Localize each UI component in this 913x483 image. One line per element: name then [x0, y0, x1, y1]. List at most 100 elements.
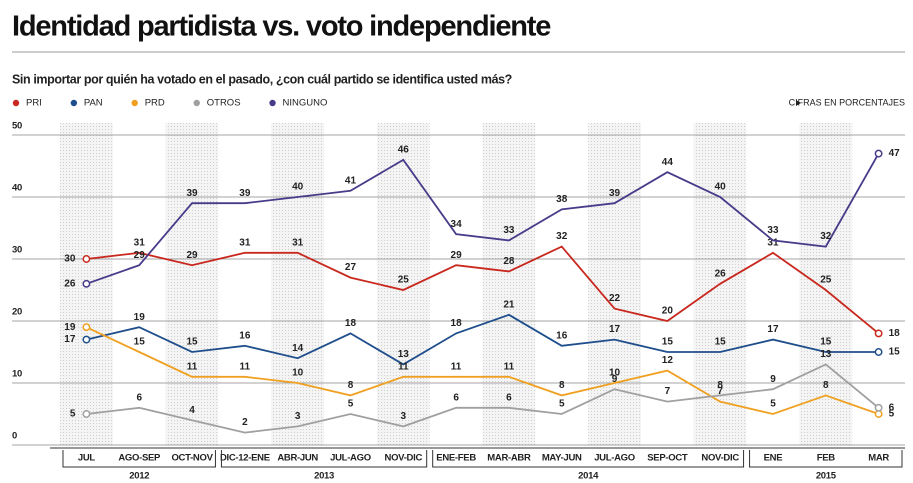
data-label: 25	[820, 275, 832, 286]
data-label: 5	[889, 409, 895, 420]
data-label: 8	[823, 380, 829, 391]
data-label: 9	[612, 374, 618, 385]
end-point	[874, 329, 883, 338]
legend-label: NINGUNO	[283, 98, 328, 109]
legend-swatch	[193, 99, 200, 107]
legend-swatch	[12, 99, 20, 107]
year-label: 2013	[314, 471, 334, 482]
year-bracket	[220, 450, 428, 468]
x-tick-label: AGO-SEP	[118, 453, 161, 464]
end-point	[874, 348, 883, 356]
y-tick-label: 0	[12, 431, 17, 442]
y-tick-label: 30	[12, 245, 22, 256]
data-label: 11	[504, 361, 515, 372]
data-label: 33	[767, 225, 779, 236]
x-tick-label: NOV-DIC	[385, 453, 423, 464]
year-label: 2015	[816, 471, 837, 482]
data-label: 33	[503, 225, 515, 236]
y-tick-label: 50	[12, 121, 22, 132]
year-label: 2012	[129, 471, 149, 482]
legend-swatch	[131, 99, 138, 107]
data-label: 5	[559, 399, 565, 410]
data-label: 8	[559, 380, 565, 391]
data-label: 17	[64, 334, 76, 345]
note: CIFRAS EN PORCENTAJES	[789, 97, 905, 107]
x-tick-label: DIC-12-ENE	[220, 453, 270, 464]
data-label: 39	[239, 188, 251, 199]
series-line	[86, 363, 880, 434]
data-label: 26	[64, 278, 76, 289]
data-label: 4	[189, 405, 195, 416]
data-label: 29	[134, 250, 146, 261]
data-label: 7	[717, 386, 723, 397]
data-label: 6	[453, 392, 459, 403]
column-band	[376, 123, 430, 445]
end-point	[874, 149, 883, 158]
x-tick-label: ABR-JUN	[277, 453, 318, 464]
legend-swatch	[269, 99, 276, 107]
y-tick-label: 10	[12, 369, 22, 380]
data-label: 5	[348, 399, 354, 410]
x-tick-label: ENE	[764, 453, 783, 464]
data-label: 18	[345, 318, 357, 329]
data-label: 32	[820, 231, 832, 242]
data-label: 17	[609, 324, 621, 335]
data-label: 27	[345, 262, 357, 273]
column-band	[165, 123, 219, 445]
data-label: 15	[186, 337, 198, 348]
x-tick-label: JUL	[78, 453, 96, 464]
data-label: 12	[662, 355, 674, 366]
data-label: 46	[398, 144, 410, 155]
data-label: 31	[134, 237, 146, 248]
data-label: 31	[292, 237, 304, 248]
x-tick-label: OCT-NOV	[171, 453, 213, 464]
data-label: 41	[345, 175, 357, 186]
data-label: 22	[609, 293, 621, 304]
legend-label: PRI	[26, 98, 42, 109]
data-label: 11	[451, 361, 462, 372]
data-label: 28	[503, 256, 515, 267]
data-label: 15	[715, 337, 727, 348]
data-label: 6	[506, 392, 512, 403]
end-point	[82, 410, 91, 418]
data-label: 2	[242, 417, 248, 428]
data-label: 20	[662, 306, 674, 317]
data-label: 5	[770, 399, 776, 410]
x-tick-label: ENE-FEB	[436, 453, 476, 464]
data-label: 9	[770, 374, 776, 385]
end-point	[874, 403, 883, 412]
data-label: 16	[556, 330, 568, 341]
series-line	[86, 326, 879, 415]
data-label: 21	[503, 299, 515, 310]
data-label: 15	[134, 337, 146, 348]
x-tick-label: MAR-ABR	[487, 453, 531, 464]
column-band	[799, 123, 853, 445]
x-tick-label: MAR	[868, 453, 889, 464]
data-label: 6	[889, 402, 895, 413]
year-bracket	[432, 450, 745, 468]
year-bracket	[62, 450, 216, 468]
data-label: 11	[398, 361, 409, 372]
data-label: 31	[767, 237, 779, 248]
x-tick-label: JUL-AGO	[594, 453, 635, 464]
data-label: 30	[64, 254, 76, 265]
y-tick-label: 20	[12, 307, 22, 318]
data-label: 15	[662, 337, 674, 348]
data-label: 14	[292, 343, 304, 354]
data-label: 15	[820, 337, 832, 348]
data-label: 40	[715, 182, 727, 193]
data-label: 3	[295, 411, 301, 422]
data-label: 3	[401, 411, 407, 422]
data-label: 29	[451, 250, 463, 261]
data-label: 11	[187, 361, 198, 372]
data-label: 26	[715, 268, 727, 279]
year-bracket	[749, 450, 903, 468]
legend-label: PRD	[145, 98, 165, 109]
end-point	[82, 255, 91, 263]
series-line	[86, 313, 879, 366]
data-label: 39	[186, 188, 198, 199]
data-label: 13	[398, 349, 410, 360]
data-label: 17	[767, 324, 779, 335]
data-label: 25	[398, 275, 410, 286]
chart-title: Identidad partidista vs. voto independie…	[12, 11, 551, 43]
